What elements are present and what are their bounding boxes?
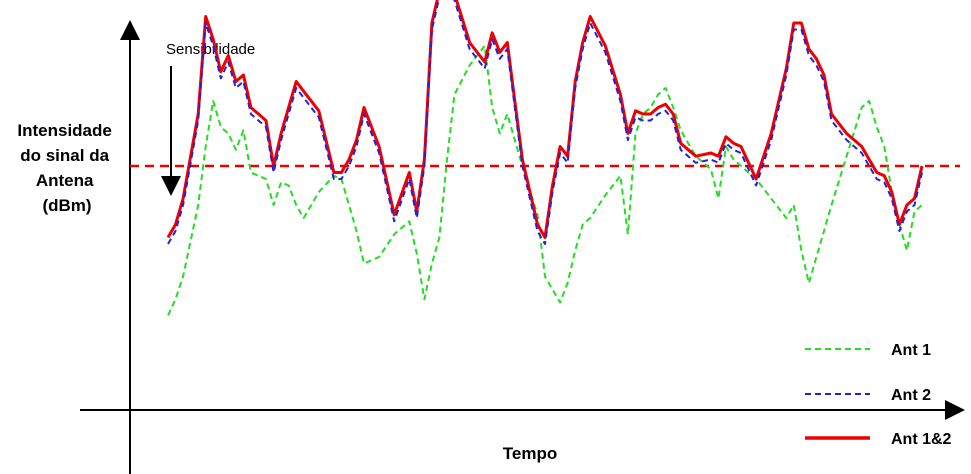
- legend-label-ant12: Ant 1&2: [891, 431, 952, 448]
- series-line-ant1: [167, 44, 923, 316]
- series-line-ant12: [166, 0, 924, 239]
- series-layer: [166, 0, 924, 316]
- y-axis-label-line-4: (dBm): [42, 196, 91, 215]
- series-line-ant2: [167, 0, 923, 245]
- legend-label-ant1: Ant 1: [891, 342, 931, 359]
- y-axis-label: Intensidade do sinal da Antena (dBm): [17, 121, 116, 215]
- y-axis-label-line-1: Intensidade: [17, 121, 111, 140]
- sensitivity-annotation: Sensibilidade: [166, 41, 255, 58]
- legend: Ant 1 Ant 2 Ant 1&2: [805, 342, 952, 448]
- legend-label-ant2: Ant 2: [891, 387, 931, 404]
- y-axis-label-line-2: do sinal da: [20, 146, 109, 165]
- x-axis-label: Tempo: [503, 444, 557, 463]
- y-axis-label-line-3: Antena: [36, 171, 94, 190]
